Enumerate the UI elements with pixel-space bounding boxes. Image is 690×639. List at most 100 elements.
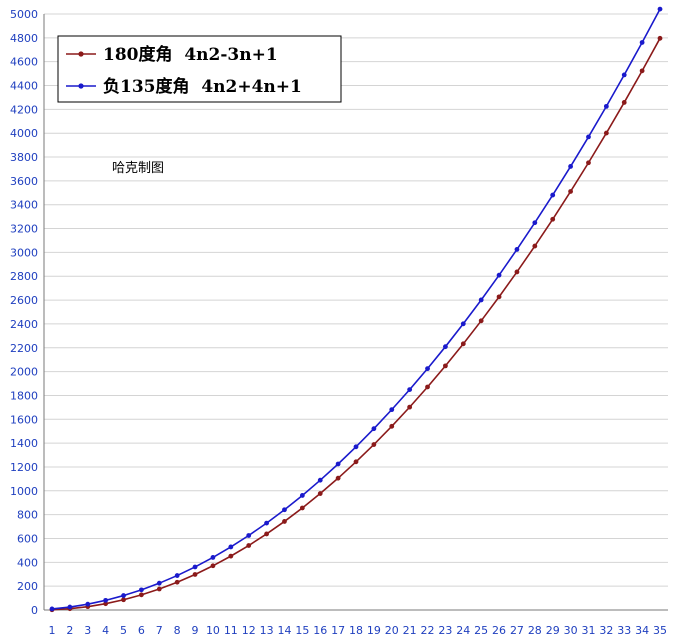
data-point bbox=[621, 100, 627, 105]
data-point bbox=[478, 318, 484, 324]
data-point bbox=[335, 475, 341, 481]
data-point bbox=[85, 601, 91, 607]
x-tick-label: 28 bbox=[528, 624, 542, 637]
x-tick-label: 11 bbox=[224, 624, 238, 637]
y-tick-label: 2400 bbox=[10, 318, 38, 331]
data-point bbox=[657, 35, 663, 41]
data-point bbox=[192, 572, 198, 577]
data-point bbox=[317, 477, 323, 483]
x-tick-label: 8 bbox=[174, 624, 181, 637]
x-tick-label: 18 bbox=[349, 624, 363, 637]
data-point bbox=[192, 564, 198, 570]
data-point bbox=[514, 269, 520, 275]
data-point bbox=[353, 459, 359, 465]
y-tick-label: 3800 bbox=[10, 151, 38, 164]
data-point bbox=[443, 363, 448, 369]
data-point bbox=[389, 423, 395, 429]
x-tick-label: 35 bbox=[653, 624, 667, 637]
data-point bbox=[210, 563, 216, 569]
data-point bbox=[586, 134, 591, 140]
legend-marker-series-1 bbox=[78, 51, 84, 57]
x-tick-label: 10 bbox=[206, 624, 220, 637]
data-point bbox=[425, 384, 430, 390]
data-point bbox=[371, 426, 377, 432]
data-point bbox=[639, 40, 645, 45]
x-tick-label: 26 bbox=[492, 624, 506, 637]
data-point bbox=[496, 272, 502, 278]
legend-box bbox=[57, 35, 342, 103]
data-point bbox=[139, 592, 144, 598]
y-tick-label: 2000 bbox=[10, 366, 38, 379]
y-tick-label: 4000 bbox=[10, 127, 38, 140]
x-tick-label: 5 bbox=[120, 624, 127, 637]
data-point bbox=[103, 601, 109, 607]
data-point bbox=[210, 555, 216, 560]
data-point bbox=[568, 189, 573, 194]
data-point bbox=[657, 6, 663, 12]
data-point bbox=[371, 442, 377, 447]
y-tick-label: 400 bbox=[17, 556, 38, 569]
data-point bbox=[621, 72, 627, 78]
series-group bbox=[49, 6, 663, 613]
data-point bbox=[353, 444, 359, 450]
x-tick-label: 7 bbox=[156, 624, 163, 637]
y-tick-label: 1600 bbox=[10, 413, 38, 426]
data-point bbox=[246, 543, 252, 548]
y-tick-label: 1000 bbox=[10, 485, 38, 498]
y-tick-label: 0 bbox=[31, 604, 38, 617]
x-tick-label: 29 bbox=[546, 624, 560, 637]
data-point bbox=[228, 553, 234, 559]
y-tick-label: 3600 bbox=[10, 175, 38, 188]
x-tick-label: 21 bbox=[403, 624, 417, 637]
x-tick-label: 20 bbox=[385, 624, 399, 637]
y-tick-label: 3200 bbox=[10, 223, 38, 236]
data-point bbox=[586, 160, 591, 166]
y-axis-ticks: 0 200 400 600 800 1000 1200 1400 1600 1800 2000 220… bbox=[10, 8, 38, 617]
y-tick-label: 4800 bbox=[10, 32, 38, 45]
y-tick-label: 1800 bbox=[10, 389, 38, 402]
x-tick-label: 33 bbox=[617, 624, 631, 637]
y-tick-label: 4200 bbox=[10, 103, 38, 116]
data-point bbox=[603, 103, 609, 109]
data-point bbox=[156, 586, 162, 592]
data-point bbox=[460, 321, 466, 327]
data-point bbox=[299, 493, 305, 498]
gridlines bbox=[43, 13, 668, 611]
x-tick-label: 24 bbox=[456, 624, 470, 637]
legend-label-series-1: 180度角 4n2-3n+1 bbox=[103, 44, 278, 65]
x-axis-ticks: 1 2 3 4 5 6 7 8 9 10 11 12 13 14 15 16 17 18 19 20 21 22 23 24 2… bbox=[49, 624, 668, 637]
x-tick-label: 9 bbox=[192, 624, 199, 637]
chart-annotation: 哈克制图 bbox=[112, 161, 164, 176]
x-tick-label: 22 bbox=[421, 624, 435, 637]
data-point bbox=[282, 519, 287, 524]
data-point bbox=[121, 597, 126, 603]
data-point bbox=[478, 297, 484, 303]
y-tick-label: 1200 bbox=[10, 461, 38, 474]
data-point bbox=[139, 587, 144, 593]
y-tick-label: 600 bbox=[17, 532, 38, 545]
x-tick-label: 17 bbox=[331, 624, 345, 637]
data-point bbox=[407, 404, 413, 410]
x-tick-label: 23 bbox=[438, 624, 452, 637]
x-tick-label: 12 bbox=[242, 624, 256, 637]
x-tick-label: 19 bbox=[367, 624, 381, 637]
y-tick-label: 3000 bbox=[10, 246, 38, 259]
data-point bbox=[603, 130, 609, 136]
data-point bbox=[317, 491, 323, 496]
data-point bbox=[264, 531, 269, 537]
x-tick-label: 6 bbox=[138, 624, 145, 637]
data-point bbox=[156, 580, 162, 586]
y-tick-label: 2600 bbox=[10, 294, 38, 307]
y-tick-label: 1400 bbox=[10, 437, 38, 450]
legend-label-series-2: 负135度角 4n2+4n+1 bbox=[103, 76, 302, 97]
x-tick-label: 2 bbox=[66, 624, 73, 637]
x-tick-label: 31 bbox=[581, 624, 595, 637]
y-tick-label: 5000 bbox=[10, 8, 38, 21]
data-point bbox=[425, 366, 430, 372]
data-point bbox=[121, 593, 126, 598]
x-tick-label: 13 bbox=[260, 624, 274, 637]
legend-marker-series-2 bbox=[78, 83, 84, 89]
x-tick-label: 14 bbox=[277, 624, 291, 637]
data-point bbox=[49, 606, 55, 612]
